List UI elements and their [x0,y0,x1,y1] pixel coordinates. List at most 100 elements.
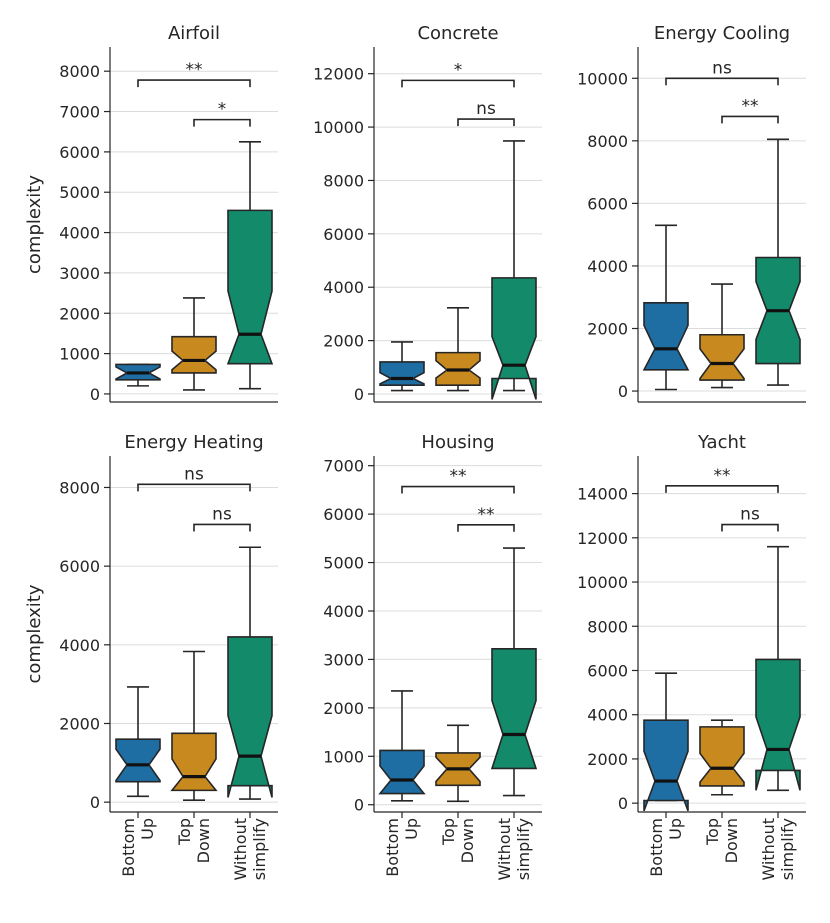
y-tick-label: 3000 [323,650,364,669]
box-body [699,726,745,787]
category-label-line2: Up [402,818,421,840]
category-label: Without simplify [495,818,533,881]
significance-bracket: ** [137,60,251,88]
box-bottom-up [642,224,690,391]
y-tick-label: 2000 [59,304,100,323]
y-tick-label: 8000 [59,62,100,81]
box-bottom-up [378,690,426,802]
y-tick-label: 7000 [323,457,364,476]
category-label-line1: Top [703,818,722,846]
category-label-line2: Down [458,818,477,863]
bracket-line [193,118,251,127]
bracket-line [137,483,251,492]
y-tick-label: 2000 [323,332,364,351]
bracket-line [665,485,779,493]
significance-label: ns [184,464,204,484]
panel-title: Energy Cooling [654,23,790,44]
significance-label: ** [714,466,731,486]
y-tick-label: 4000 [59,636,100,655]
significance-bracket: ** [665,466,779,493]
significance-bracket: ns [193,504,251,532]
y-tick-label: 1000 [59,345,100,364]
significance-bracket: ** [457,505,515,532]
category-label-line1: Bottom [119,818,138,877]
significance-label: ns [476,99,496,119]
bracket-line [721,523,779,532]
panel-energy-cooling: 0 2000 4000 6000 8000 10000 Energy Cooling ns ** [577,23,806,403]
box-body [642,302,690,371]
y-tick-label: 0 [618,794,628,813]
significance-label: ** [450,467,467,487]
category-label: Bottom Up [647,818,685,877]
category-label-line1: Without [759,818,778,881]
y-tick-label: 7000 [59,103,100,122]
category-label: Top Down [175,818,213,863]
panel-title: Concrete [417,23,498,44]
bracket-line [665,77,779,86]
y-tick-label: 4000 [587,257,628,276]
panel-title: Airfoil [168,23,220,44]
box-top-down [171,297,217,391]
category-label: Without simplify [231,818,269,881]
category-label-line1: Top [175,818,194,846]
box-body [378,749,426,795]
y-tick-label: 0 [90,385,100,404]
significance-label: ns [212,504,232,524]
category-label: Without simplify [759,818,797,881]
y-tick-label: 4000 [323,278,364,297]
category-label-line2: Down [722,818,741,863]
y-tick-label: 2000 [587,319,628,338]
significance-label: ** [478,505,495,525]
panel-airfoil: 0 1000 2000 3000 4000 5000 6000 7000 8000 Airfoil… [24,23,278,404]
category-label-line1: Without [495,818,514,881]
box-body [643,719,689,812]
category-label-line2: Down [194,818,213,863]
box-without-simplify [755,138,801,386]
significance-label: * [218,100,227,120]
y-tick-label: 6000 [587,661,628,680]
y-tick-label: 12000 [313,65,364,84]
y-tick-label: 2000 [587,750,628,769]
box-bottom-up [115,363,161,387]
significance-bracket: ns [721,505,779,532]
panel-housing: 0 1000 2000 3000 4000 5000 6000 7000 Housing ** **… [323,432,542,881]
category-label-line2: Up [138,818,157,840]
box-top-down [435,306,481,392]
significance-label: ns [712,58,732,78]
y-tick-label: 8000 [323,171,364,190]
y-tick-label: 6000 [323,505,364,524]
significance-bracket: ** [401,467,515,494]
bracket-line [193,523,251,532]
category-label-line2: Up [666,818,685,840]
y-tick-label: 3000 [59,264,100,283]
box-body [490,647,538,770]
category-label: Top Down [439,818,477,863]
box-body [170,732,218,792]
box-body [699,333,745,381]
y-tick-label: 6000 [59,143,100,162]
category-label-line2: simplify [250,818,269,880]
panel-yacht: 0 2000 4000 6000 8000 10000 12000 14000 Yacht ** n… [577,432,806,881]
bracket-line [457,118,515,127]
significance-bracket: ** [721,96,779,124]
y-tick-label: 4000 [323,602,364,621]
category-label-line2: simplify [778,818,797,880]
y-tick-label: 12000 [577,529,628,548]
y-tick-label: 4000 [587,706,628,725]
significance-bracket: ns [137,464,251,492]
box-top-down [699,283,745,389]
panel-title: Housing [421,432,494,453]
box-without-simplify [490,547,538,797]
y-tick-label: 0 [354,796,364,815]
box-body [379,361,425,386]
category-label-line1: Bottom [647,818,666,877]
significance-label: ** [186,60,203,80]
box-without-simplify [491,140,537,400]
y-tick-label: 6000 [59,557,100,576]
y-axis-label: complexity [24,584,45,683]
y-tick-label: 10000 [313,118,364,137]
y-tick-label: 0 [618,382,628,401]
y-tick-label: 0 [354,385,364,404]
box-bottom-up [379,341,425,392]
